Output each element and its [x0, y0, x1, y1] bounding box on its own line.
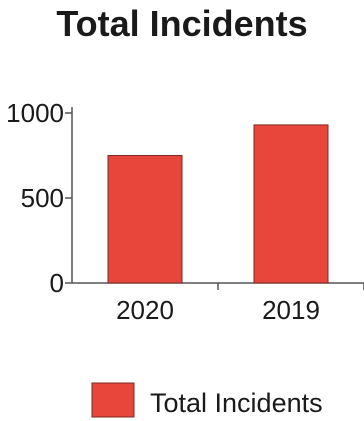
y-tick-label: 0 — [50, 268, 64, 298]
x-tick-label: 2019 — [262, 295, 320, 325]
legend-swatch — [91, 382, 135, 418]
y-tick-label: 1000 — [6, 98, 64, 128]
axes: 0 500 1000 2020 2019 — [6, 98, 364, 325]
legend-label: Total Incidents — [150, 388, 323, 418]
chart-title: Total Incidents — [56, 3, 307, 44]
x-tick-label: 2020 — [116, 295, 174, 325]
legend: Total Incidents — [91, 382, 323, 418]
bar-2019 — [253, 124, 329, 284]
bars — [107, 124, 329, 284]
bar-2020 — [107, 155, 183, 284]
y-tick-label: 500 — [21, 183, 64, 213]
